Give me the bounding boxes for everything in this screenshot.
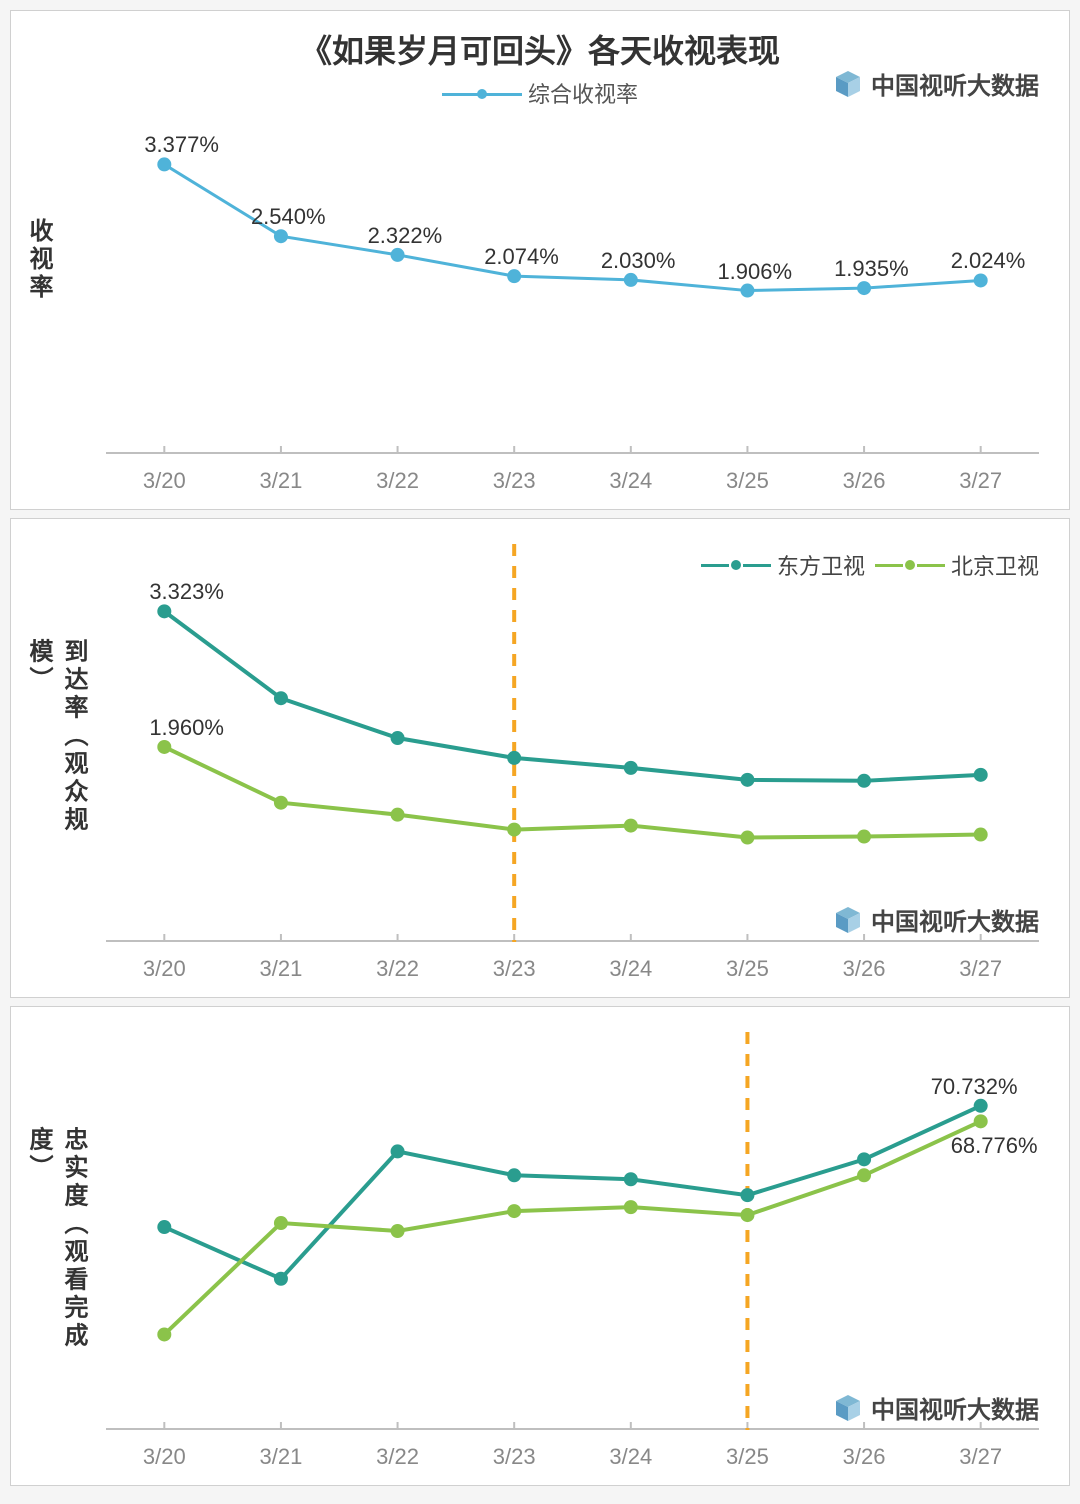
x-tick-label: 3/20 [106, 1444, 223, 1470]
data-label: 1.935% [834, 256, 909, 282]
plot-area-1: 3.377% 2.540% 2.322% 2.074% 2.030% 1.906% 1.93… [106, 111, 1039, 454]
x-tick-label: 3/23 [456, 468, 573, 494]
x-tick-label: 3/25 [689, 468, 806, 494]
data-label: 1.960% [149, 715, 224, 741]
x-axis-labels-1: 3/203/213/223/233/243/253/263/27 [106, 468, 1039, 494]
plot-area-2: 3.323% 1.960% [106, 544, 1039, 942]
x-tick-label: 3/26 [806, 956, 923, 982]
legend-swatch-line [442, 93, 482, 96]
data-label: 2.030% [601, 248, 676, 274]
chart-ratings: 《如果岁月可回头》各天收视表现 综合收视率 中国视听大数据 收视率 3.377%… [10, 10, 1070, 510]
x-tick-label: 3/24 [573, 468, 690, 494]
x-tick-label: 3/22 [339, 956, 456, 982]
x-tick-label: 3/25 [689, 956, 806, 982]
x-tick-label: 3/21 [223, 468, 340, 494]
x-tick-label: 3/21 [223, 1444, 340, 1470]
x-tick-label: 3/26 [806, 468, 923, 494]
chart-loyalty: 中国视听大数据 忠实度（观看完成度） 70.732%68.776% 3/203/… [10, 1006, 1070, 1486]
y-axis-label: 忠实度（观看完成度） [21, 1127, 91, 1366]
cube-icon [833, 69, 863, 99]
chart-reach: 东方卫视北京卫视 中国视听大数据 到达率（观众规模） 3.323%1.960% … [10, 518, 1070, 998]
x-tick-label: 3/22 [339, 1444, 456, 1470]
data-label: 68.776% [951, 1133, 1038, 1159]
x-axis-labels-2: 3/203/213/223/233/243/253/263/27 [106, 956, 1039, 982]
x-tick-label: 3/23 [456, 956, 573, 982]
x-tick-label: 3/27 [922, 1444, 1039, 1470]
data-label: 1.906% [717, 259, 792, 285]
legend-label: 综合收视率 [528, 82, 638, 107]
x-tick-label: 3/25 [689, 1444, 806, 1470]
x-tick-label: 3/22 [339, 468, 456, 494]
plot-area-3: 70.732% 68.776% [106, 1032, 1039, 1430]
y-axis-label: 到达率（观众规模） [21, 639, 91, 878]
x-tick-label: 3/23 [456, 1444, 573, 1470]
watermark: 中国视听大数据 [833, 66, 1039, 101]
x-tick-label: 3/24 [573, 1444, 690, 1470]
x-tick-label: 3/21 [223, 956, 340, 982]
data-label: 2.322% [368, 223, 443, 249]
x-tick-label: 3/20 [106, 956, 223, 982]
data-label: 2.024% [951, 248, 1026, 274]
data-label: 2.540% [251, 204, 326, 230]
x-tick-label: 3/27 [922, 468, 1039, 494]
y-axis-label: 收视率 [21, 218, 56, 302]
data-label: 3.323% [149, 579, 224, 605]
x-tick-label: 3/26 [806, 1444, 923, 1470]
data-label: 3.377% [144, 132, 219, 158]
x-tick-label: 3/20 [106, 468, 223, 494]
x-axis-labels-3: 3/203/213/223/233/243/253/263/27 [106, 1444, 1039, 1470]
watermark-text: 中国视听大数据 [871, 66, 1039, 101]
x-tick-label: 3/27 [922, 956, 1039, 982]
data-label: 2.074% [484, 244, 559, 270]
legend-swatch-line [482, 93, 522, 96]
x-tick-label: 3/24 [573, 956, 690, 982]
data-label: 70.732% [931, 1074, 1018, 1100]
